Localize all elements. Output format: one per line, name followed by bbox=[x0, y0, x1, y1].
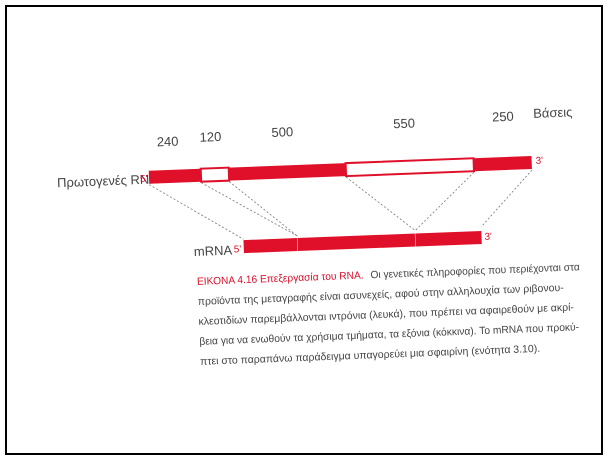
length-label-intron2: 550 bbox=[393, 115, 415, 131]
length-label-exon3: 250 bbox=[492, 109, 514, 125]
image-frame bbox=[5, 5, 603, 455]
splice-mapping-lines bbox=[149, 169, 533, 240]
caption-line-1: Οι γενετικές πληροφορίες που περιέχονται… bbox=[370, 261, 580, 281]
mrna-exon-3 bbox=[415, 230, 482, 247]
primary-5prime-label: 5' bbox=[140, 174, 148, 185]
mrna-3prime-label: 3' bbox=[484, 232, 492, 243]
mrna-label: mRNA bbox=[194, 243, 233, 259]
length-label-exon2: 500 bbox=[271, 124, 293, 140]
length-label-exon1: 240 bbox=[156, 134, 178, 150]
primary-rna-label: Πρωτογενές RNA bbox=[57, 171, 159, 190]
length-label-intron1: 120 bbox=[199, 129, 221, 145]
caption-line-5: πτει στο παραπάνω παράδειγμα υπαγορεύει … bbox=[200, 343, 541, 368]
mrna-exon-2 bbox=[297, 233, 416, 252]
figure-label: ΕΙΚΟΝΑ 4.16 Επεξεργασία του RNA. bbox=[197, 270, 364, 288]
figure-caption: ΕΙΚΟΝΑ 4.16 Επεξεργασία του RNA. Οι γενε… bbox=[197, 261, 586, 368]
mrna-exon-1 bbox=[243, 238, 298, 254]
primary-exon-3 bbox=[473, 156, 532, 172]
units-label: Βάσεις bbox=[533, 104, 573, 120]
primary-3prime-label: 3' bbox=[535, 156, 543, 167]
primary-exon-1 bbox=[148, 168, 202, 184]
mrna-5prime-label: 5' bbox=[234, 244, 242, 255]
primary-intron-2 bbox=[344, 157, 476, 178]
primary-exon-2 bbox=[228, 163, 347, 181]
primary-intron-1 bbox=[199, 166, 231, 183]
